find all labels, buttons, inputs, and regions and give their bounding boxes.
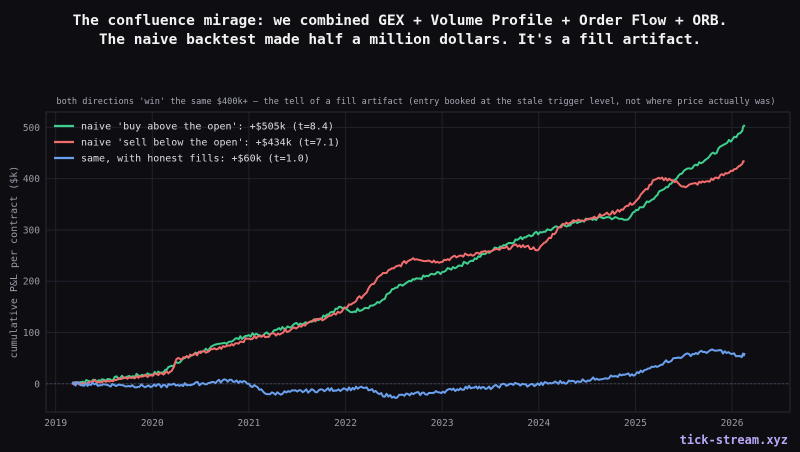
x-tick-label: 2020 <box>141 418 164 429</box>
x-tick-label: 2023 <box>431 418 454 429</box>
y-tick-label: 400 <box>23 174 40 185</box>
series-layer <box>71 124 746 400</box>
y-tick-label: 300 <box>23 225 40 236</box>
x-tick-label: 2022 <box>334 418 357 429</box>
series-line-3 <box>71 348 746 400</box>
y-axis-label: cumulative P&L per contract ($k) <box>9 166 20 359</box>
legend: naive 'buy above the open': +$505k (t=8.… <box>54 122 340 165</box>
chart-subtitle: both directions 'win' the same $400k+ — … <box>56 97 775 107</box>
brand-watermark: tick-stream.xyz <box>679 433 788 447</box>
x-tick-label: 2021 <box>237 418 260 429</box>
x-tick-label: 2019 <box>44 418 67 429</box>
legend-label: naive 'buy above the open': +$505k (t=8.… <box>81 122 334 133</box>
grid-lines <box>46 112 790 412</box>
x-tick-label: 2024 <box>527 418 550 429</box>
x-tick-label: 2026 <box>721 418 744 429</box>
plot-frame <box>45 111 791 413</box>
y-tick-label: 0 <box>34 379 40 390</box>
series-line-2 <box>71 160 745 386</box>
y-tick-label: 200 <box>23 277 40 288</box>
y-tick-label: 100 <box>23 328 40 339</box>
legend-label: same, with honest fills: +$60k (t=1.0) <box>81 154 310 165</box>
axis-ticks: 2019 2020 2021 2022 2023 2024 2025 2026 0 100 200 3… <box>23 123 744 429</box>
chart-title-line2: The naive backtest made half a million d… <box>98 32 702 48</box>
y-tick-label: 500 <box>23 123 40 134</box>
chart-title-line1: The confluence mirage: we combined GEX +… <box>72 13 728 29</box>
legend-label: naive 'sell below the open': +$434k (t=7… <box>81 138 340 149</box>
x-tick-label: 2025 <box>624 418 647 429</box>
